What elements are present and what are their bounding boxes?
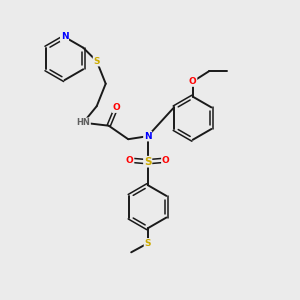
Text: HN: HN — [76, 118, 90, 127]
Text: O: O — [112, 103, 120, 112]
Text: O: O — [162, 156, 170, 165]
Text: S: S — [145, 239, 151, 248]
Text: O: O — [126, 156, 134, 165]
Text: O: O — [189, 77, 196, 86]
Text: S: S — [144, 157, 152, 167]
Text: N: N — [144, 132, 152, 141]
Text: N: N — [61, 32, 68, 41]
Text: S: S — [94, 57, 100, 66]
